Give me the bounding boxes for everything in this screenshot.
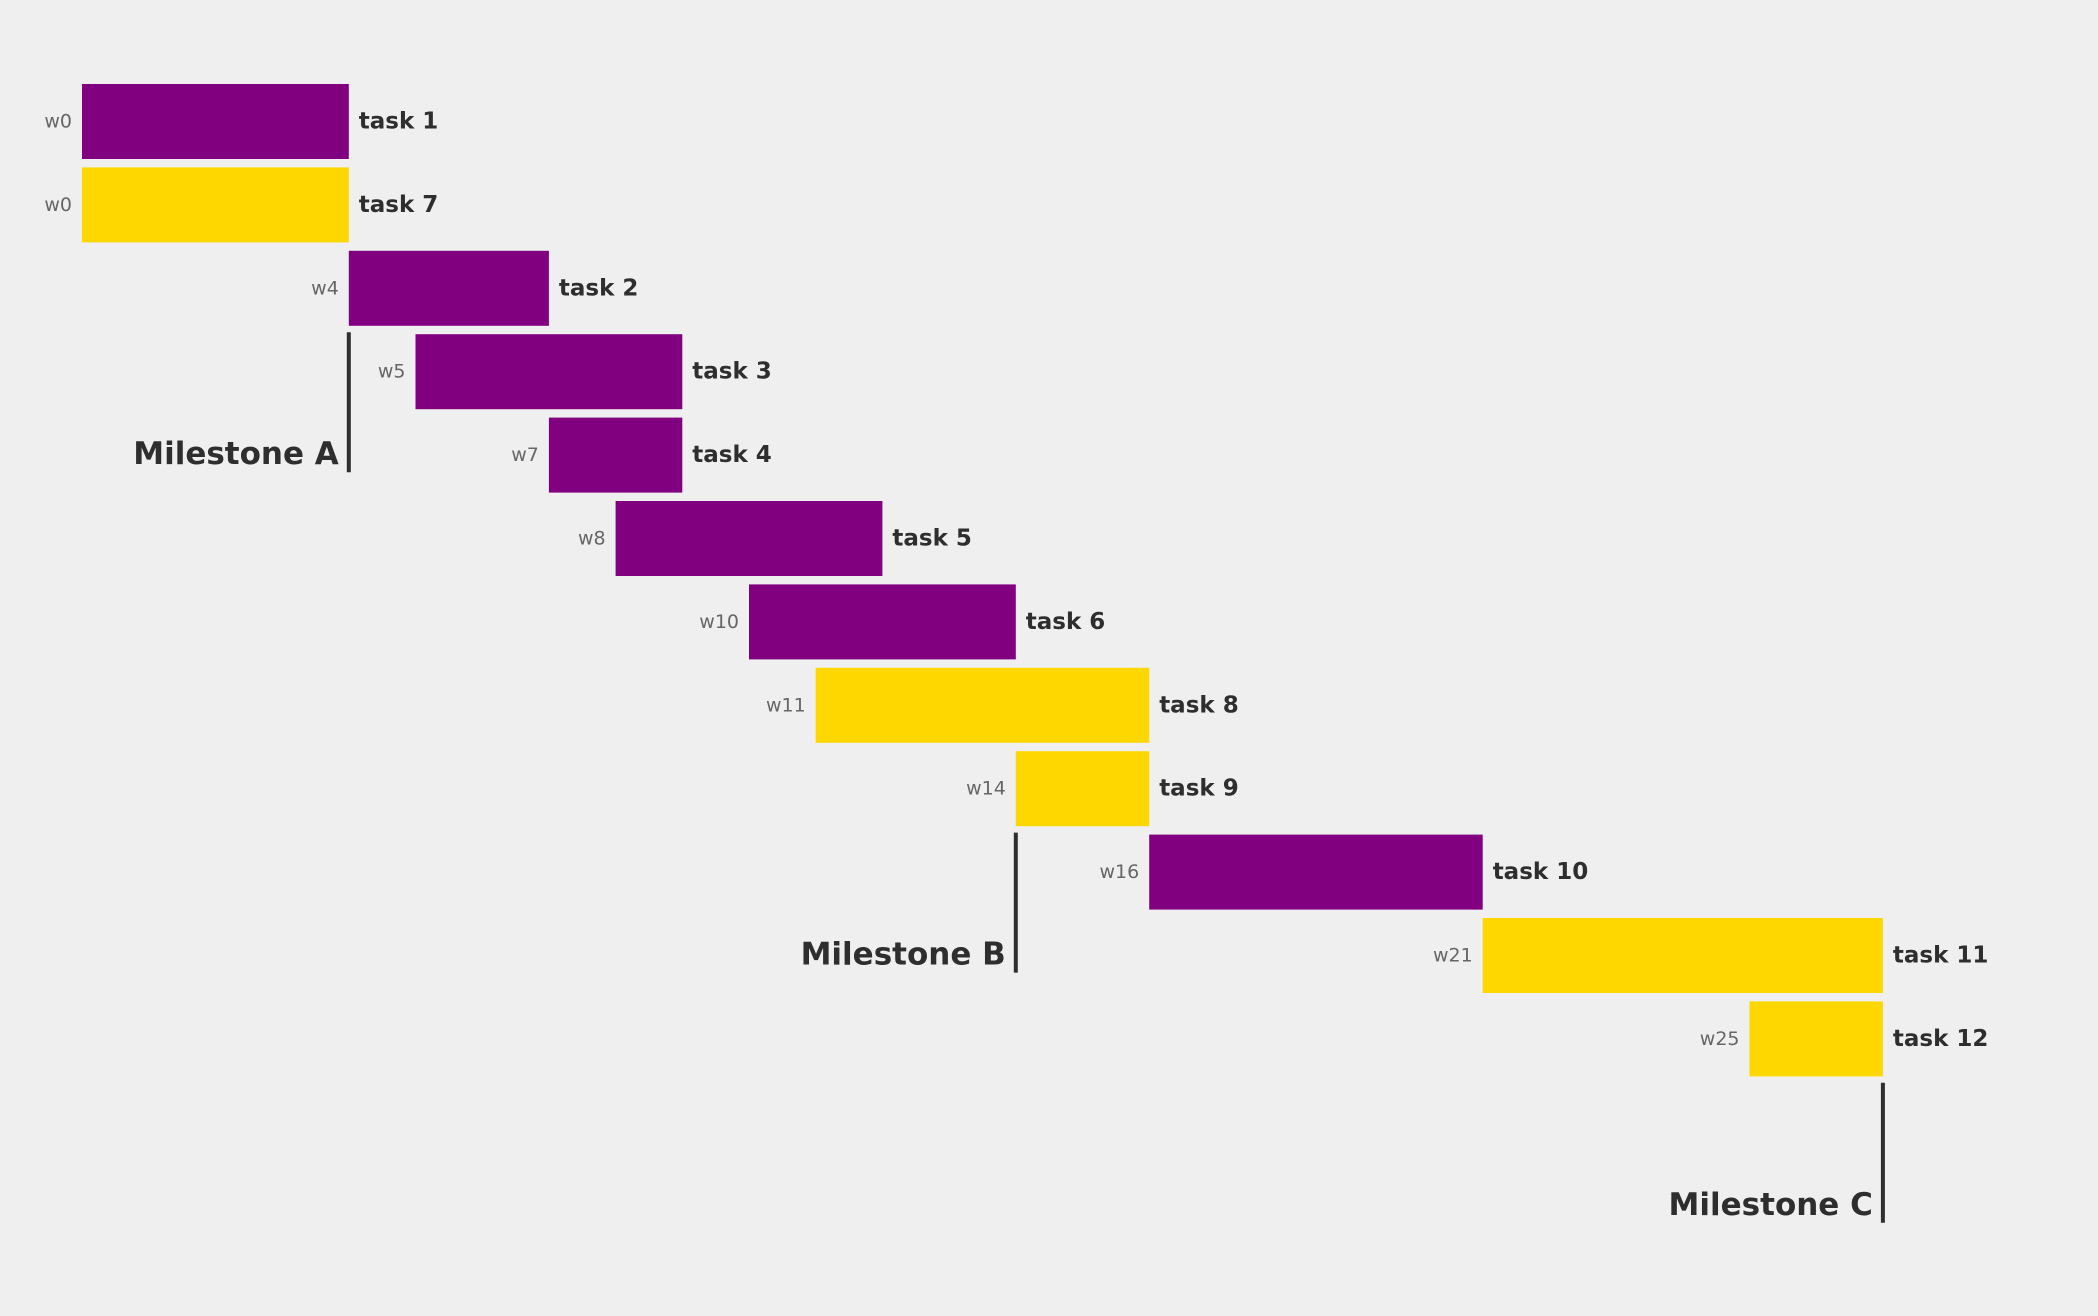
- start-label-task-7: w0: [44, 194, 72, 216]
- bar-task-6: [749, 584, 1016, 660]
- milestone-b-label: Milestone B: [801, 937, 1006, 973]
- bar-task-9: [1015, 751, 1150, 827]
- task-label-task-9: task 9: [1159, 776, 1239, 802]
- start-label-task-9: w14: [966, 778, 1006, 800]
- task-label-task-10: task 10: [1493, 859, 1589, 885]
- bar-task-7: [82, 167, 349, 243]
- task-label-task-6: task 6: [1026, 609, 1106, 635]
- start-label-task-12: w25: [1700, 1028, 1740, 1050]
- start-label-task-11: w21: [1433, 945, 1473, 967]
- task-label-task-11: task 11: [1893, 943, 1989, 969]
- start-label-task-2: w4: [311, 277, 339, 299]
- task-label-task-1: task 1: [359, 109, 439, 135]
- start-label-task-1: w0: [44, 111, 72, 133]
- start-label-task-3: w5: [378, 361, 406, 383]
- task-label-task-8: task 8: [1159, 692, 1239, 718]
- task-label-task-3: task 3: [692, 359, 772, 385]
- bar-task-10: [1149, 834, 1483, 910]
- bar-task-1: [82, 84, 349, 159]
- task-label-task-12: task 12: [1893, 1026, 1989, 1052]
- start-label-task-10: w16: [1099, 861, 1139, 883]
- bar-task-3: [415, 334, 683, 410]
- bar-task-12: [1749, 1001, 1883, 1077]
- task-label-task-7: task 7: [359, 192, 439, 218]
- milestone-c-label: Milestone C: [1669, 1187, 1873, 1223]
- milestone-a-label: Milestone A: [133, 436, 339, 472]
- start-label-task-4: w7: [511, 444, 539, 466]
- bar-task-5: [615, 501, 883, 576]
- task-label-task-2: task 2: [559, 275, 639, 301]
- bar-task-11: [1482, 918, 1883, 993]
- bar-task-4: [548, 417, 683, 493]
- task-label-task-4: task 4: [692, 442, 772, 468]
- start-label-task-8: w11: [766, 694, 806, 716]
- start-label-task-6: w10: [699, 611, 739, 633]
- bar-task-8: [815, 667, 1150, 743]
- task-label-task-5: task 5: [892, 526, 972, 552]
- start-label-task-5: w8: [578, 528, 606, 550]
- bar-task-2: [348, 250, 549, 326]
